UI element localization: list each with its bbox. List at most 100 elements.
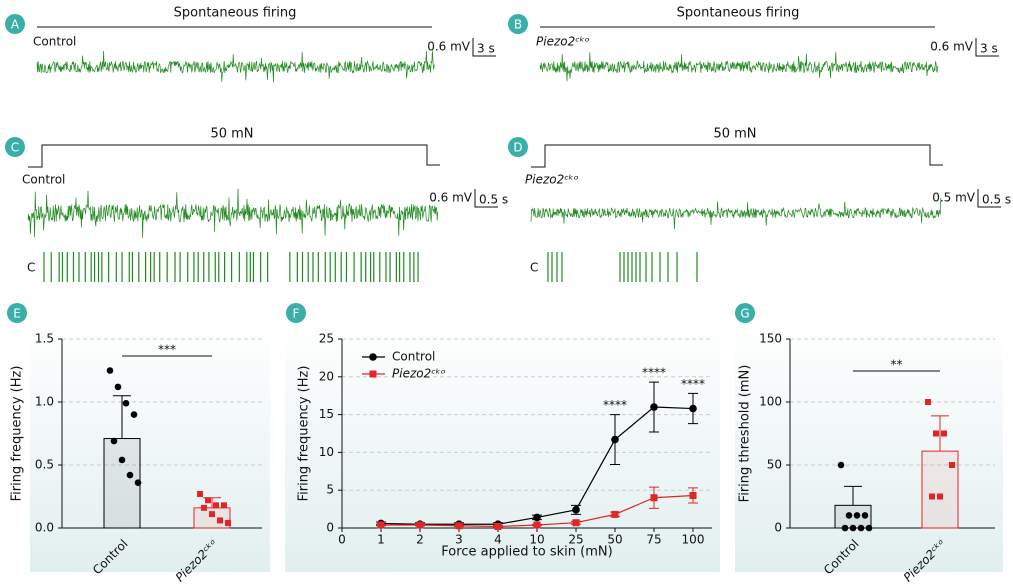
group-label: Control bbox=[33, 35, 76, 49]
marker bbox=[689, 491, 697, 499]
panel-bg bbox=[735, 322, 1003, 572]
y-tick-label: 0 bbox=[774, 521, 782, 535]
y-axis-label: Firing frequency (Hz) bbox=[297, 366, 312, 502]
trace bbox=[530, 198, 942, 230]
scale-voltage: 0.6 mV bbox=[429, 191, 473, 205]
y-axis-label: Firing threshold (mN) bbox=[738, 365, 753, 503]
x-tick-label: 0 bbox=[338, 533, 346, 547]
marker bbox=[377, 521, 385, 529]
panel-badge bbox=[5, 14, 25, 34]
x-tick-label: 1 bbox=[377, 533, 385, 547]
stimulus bbox=[531, 144, 943, 168]
data-point bbox=[949, 462, 955, 468]
data-point bbox=[845, 512, 853, 519]
error-bar bbox=[113, 395, 131, 439]
x-tick-label: 50 bbox=[607, 533, 622, 547]
scale-time: 3 s bbox=[980, 42, 998, 56]
data-point bbox=[853, 512, 861, 519]
panel-letter: D bbox=[513, 141, 522, 155]
trace bbox=[36, 50, 435, 83]
data-point bbox=[857, 524, 865, 532]
panel-letter: G bbox=[740, 307, 749, 321]
data-point bbox=[114, 383, 122, 391]
panel-title: Spontaneous firing bbox=[677, 6, 800, 21]
group-label: Piezo2ᶜᵏᵒ bbox=[536, 35, 590, 49]
scale-time: 3 s bbox=[477, 42, 495, 56]
marker bbox=[572, 519, 580, 527]
data-point bbox=[201, 504, 207, 511]
panel-badge bbox=[508, 137, 528, 157]
data-point bbox=[865, 524, 873, 532]
marker bbox=[650, 494, 658, 502]
error-bar bbox=[844, 485, 862, 506]
scale-time: 0.5 s bbox=[479, 193, 508, 207]
marker bbox=[533, 513, 541, 522]
y-tick-label: 15 bbox=[319, 407, 334, 421]
data-point bbox=[841, 524, 849, 532]
data-point bbox=[933, 430, 939, 437]
y-tick-label: 5 bbox=[326, 483, 334, 497]
x-tick-label: 3 bbox=[455, 533, 463, 547]
scale-bar bbox=[977, 189, 1001, 208]
panel-badge bbox=[5, 137, 25, 157]
scale-voltage: 0.6 mV bbox=[930, 40, 974, 54]
data-point bbox=[126, 471, 134, 479]
group-label: Control bbox=[22, 173, 65, 187]
data-point bbox=[110, 437, 118, 445]
marker bbox=[455, 522, 463, 530]
y-axis-label: Firing frequency (Hz) bbox=[10, 366, 25, 502]
x-tick-label: 75 bbox=[646, 533, 661, 547]
marker bbox=[689, 404, 697, 413]
data-point bbox=[122, 399, 130, 407]
group-label: Piezo2ᶜᵏᵒ bbox=[525, 173, 579, 187]
panel-badge bbox=[286, 303, 306, 323]
data-point bbox=[937, 493, 943, 500]
data-point bbox=[837, 461, 845, 469]
data-point bbox=[134, 479, 142, 486]
panel-letter: B bbox=[514, 18, 522, 32]
data-point bbox=[217, 517, 223, 524]
legend-label: Piezo2ᶜᵏᵒ bbox=[392, 367, 446, 381]
marker bbox=[572, 506, 580, 514]
y-tick-label: 50 bbox=[767, 458, 782, 472]
significance: **** bbox=[681, 377, 705, 391]
data-point bbox=[197, 490, 203, 497]
significance: ** bbox=[891, 358, 903, 372]
marker bbox=[650, 403, 658, 411]
panel-letter: C bbox=[11, 141, 19, 155]
y-tick-label: 1.5 bbox=[35, 332, 54, 346]
bar bbox=[193, 507, 231, 529]
y-tick-label: 25 bbox=[319, 332, 334, 346]
data-point bbox=[213, 502, 219, 509]
legend-marker bbox=[369, 370, 377, 378]
panel-letter: F bbox=[293, 307, 300, 321]
data-point bbox=[205, 497, 211, 504]
scale-bar bbox=[474, 189, 498, 208]
data-point bbox=[941, 430, 947, 437]
scale-time: 0.5 s bbox=[982, 193, 1011, 207]
marker bbox=[533, 521, 541, 529]
panel-badge bbox=[735, 303, 755, 323]
y-tick-label: 0 bbox=[326, 521, 334, 535]
marker bbox=[611, 510, 619, 518]
x-tick-label: 2 bbox=[416, 533, 424, 547]
data-point bbox=[849, 524, 857, 532]
x-tick-label: 100 bbox=[682, 533, 705, 547]
raster-label: C bbox=[530, 261, 538, 275]
data-point bbox=[929, 493, 935, 500]
marker bbox=[494, 522, 502, 530]
panel-badge bbox=[7, 303, 27, 323]
panel-letter: E bbox=[13, 307, 21, 321]
marker bbox=[416, 521, 424, 529]
panel-badge bbox=[508, 14, 528, 34]
y-tick-label: 0.0 bbox=[35, 521, 54, 535]
significance: *** bbox=[158, 343, 176, 357]
scale-bar bbox=[472, 38, 496, 57]
y-tick-label: 1.0 bbox=[35, 395, 54, 409]
y-tick-label: 0.5 bbox=[35, 458, 54, 472]
trace bbox=[539, 51, 939, 82]
y-tick-label: 150 bbox=[759, 332, 782, 346]
significance: **** bbox=[603, 398, 627, 412]
y-tick-label: 20 bbox=[319, 369, 334, 383]
